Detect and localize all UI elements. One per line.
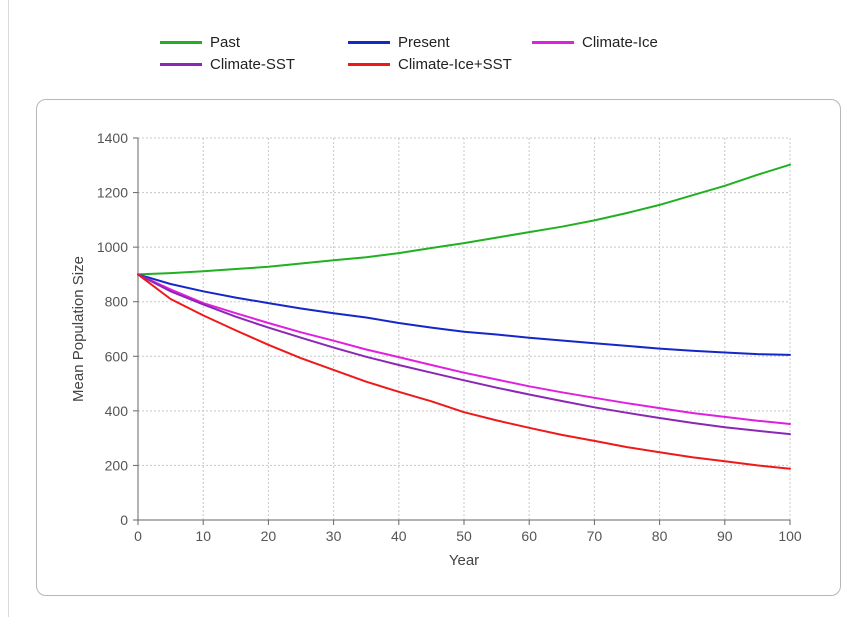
- x-tick-label-20: 20: [261, 528, 277, 544]
- series-line-climate-sst: [137, 273, 791, 436]
- series-line-present: [137, 273, 791, 356]
- series-line-climate-ice: [137, 273, 791, 425]
- y-tick-label-600: 600: [105, 348, 129, 364]
- series-line-past: [137, 163, 791, 276]
- legend-item-past: Past: [160, 32, 240, 52]
- axes: [133, 137, 791, 525]
- tick-labels: 0 10 20 30 40 50 60 70 80 90 100020040060080010001…: [97, 130, 802, 544]
- chart-frame: [36, 99, 841, 596]
- y-tick-label-1000: 1000: [97, 239, 128, 255]
- legend-label-climate-ice-sst: Climate-Ice+SST: [398, 55, 512, 73]
- x-tick-label-100: 100: [778, 528, 802, 544]
- legend-item-climate-ice: Climate-Ice: [532, 32, 658, 52]
- legend-swatch-past: [160, 40, 202, 44]
- legend-label-climate-ice: Climate-Ice: [582, 33, 658, 51]
- x-tick-label-50: 50: [456, 528, 472, 544]
- legend-item-climate-ice-sst: Climate-Ice+SST: [348, 54, 512, 74]
- y-tick-label-1200: 1200: [97, 185, 128, 201]
- legend-item-present: Present: [348, 32, 450, 52]
- x-tick-label-30: 30: [326, 528, 342, 544]
- y-tick-label-0: 0: [120, 512, 128, 528]
- legend-item-climate-sst: Climate-SST: [160, 54, 295, 74]
- x-tick-label-60: 60: [521, 528, 537, 544]
- x-tick-label-10: 10: [195, 528, 211, 544]
- x-axis-title: Year: [449, 552, 479, 569]
- series-line-climate-ice-sst: [137, 273, 791, 470]
- legend-label-climate-sst: Climate-SST: [210, 55, 296, 73]
- x-tick-label-0: 0: [134, 528, 142, 544]
- y-tick-label-1400: 1400: [97, 130, 128, 146]
- chart-legend: Past Present Climate-Ice Climate-SST Cli…: [160, 32, 720, 76]
- x-tick-label-90: 90: [717, 528, 733, 544]
- x-tick-label-40: 40: [391, 528, 407, 544]
- legend-label-present: Present: [398, 33, 450, 51]
- grid-lines: [138, 137, 791, 520]
- series-lines: [137, 163, 791, 470]
- legend-swatch-climate-ice: [532, 40, 574, 44]
- legend-swatch-present: [348, 40, 390, 44]
- legend-swatch-climate-ice-sst: [348, 62, 390, 66]
- legend-swatch-climate-sst: [160, 62, 202, 66]
- x-tick-label-80: 80: [652, 528, 668, 544]
- y-tick-label-800: 800: [105, 294, 129, 310]
- legend-label-past: Past: [210, 33, 241, 51]
- x-tick-label-70: 70: [587, 528, 603, 544]
- y-axis-title: Mean Population Size: [70, 256, 87, 402]
- y-tick-label-400: 400: [105, 403, 129, 419]
- left-border-line: [8, 0, 9, 617]
- y-tick-label-200: 200: [105, 457, 129, 473]
